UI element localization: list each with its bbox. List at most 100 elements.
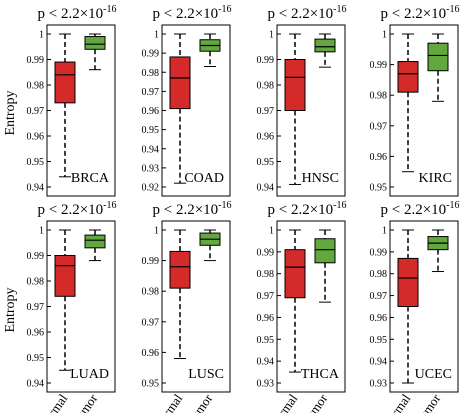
y-tick-label: 0.96 [370,313,388,324]
box-tumor [427,33,449,102]
box-tumor [314,229,336,303]
y-tick-label: 0.98 [370,269,388,280]
box-iqr [84,36,106,50]
y-tick-label: 0.98 [142,287,160,298]
x-category-label: Normal [150,391,185,413]
panel-coad: p < 2.2×10-16 0.92 0.93 0.94 0.95 0.96 0.97 0.9… [142,4,232,197]
pvalue-exponent: -16 [333,200,346,211]
y-tick-label: 0.98 [257,81,275,92]
pvalue-exponent: -16 [446,4,459,15]
panel-pvalue: p < 2.2×10-16 [380,4,459,22]
panel-brca: p < 2.2×10-16 0.94 0.95 0.96 0.97 0.98 0.99 1 BR… [27,4,117,197]
y-tick-label: 1 [382,30,387,41]
y-tick-label: 0.96 [142,106,160,117]
x-category-label: Tumor [183,391,216,413]
box-iqr [169,250,191,289]
y-axis-label-bottom: Entropy [3,287,18,332]
y-tick-label: 0.94 [142,144,160,155]
y-tick-label: 0.96 [370,152,388,163]
y-tick-label: 0.96 [142,348,160,359]
y-tick-label: 0.97 [142,317,160,328]
y-tick-label: 0.92 [142,183,160,194]
box-iqr [397,257,419,307]
box-iqr [427,42,449,72]
y-tick-label: 0.99 [257,55,275,66]
y-tick-label: 0.99 [142,49,160,60]
x-category-label: Tumor [298,391,331,413]
y-tick-label: 0.94 [257,183,275,194]
box-iqr [169,56,191,110]
y-tick-label: 0.96 [257,132,275,143]
panel-frame [161,220,231,393]
box-normal [54,229,76,371]
y-tick-label: 0.98 [27,81,45,92]
panel-label: THCA [301,367,340,382]
x-category-label: Normal [378,391,413,413]
y-axis-label-top: Entropy [3,90,18,135]
box-normal [397,33,419,173]
y-tick-label: 0.99 [370,60,388,71]
y-tick-label: 0.99 [257,247,275,258]
y-tick-label: 0.95 [370,183,388,194]
pvalue-exponent: -16 [446,200,459,211]
panel-pvalue: p < 2.2×10-16 [380,200,459,218]
panel-pvalue: p < 2.2×10-16 [152,200,231,218]
y-tick-label: 1 [154,226,159,237]
y-tick-label: 1 [269,30,274,41]
y-tick-label: 0.95 [257,335,275,346]
panel-pvalue: p < 2.2×10-16 [267,4,346,22]
y-tick-label: 0.97 [257,106,275,117]
panel-frame [276,220,346,393]
panel-label: LUSC [188,367,224,382]
y-tick-label: 0.97 [27,302,45,313]
y-tick-label: 1 [154,30,159,41]
box-normal [284,33,306,185]
y-tick-label: 0.96 [27,132,45,143]
y-tick-label: 0.97 [370,121,388,132]
box-tumor [427,229,449,273]
box-iqr [284,249,306,299]
y-tick-label: 0.95 [257,157,275,168]
box-iqr [284,59,306,111]
y-tick-label: 0.94 [27,379,45,390]
y-tick-label: 0.98 [257,269,275,280]
y-tick-label: 0.99 [27,251,45,262]
box-iqr [314,38,336,53]
y-tick-label: 0.93 [257,379,275,390]
y-tick-label: 0.94 [27,183,45,194]
y-tick-label: 0.97 [27,106,45,117]
y-tick-label: 0.97 [370,291,388,302]
panel-luad: p < 2.2×10-16 0.94 0.95 0.96 0.97 0.98 0.99 1 No… [27,200,117,413]
pvalue-exponent: -16 [103,200,116,211]
y-tick-label: 0.98 [142,68,160,79]
panel-pvalue: p < 2.2×10-16 [37,4,116,22]
y-tick-label: 0.95 [142,125,160,136]
pvalue-exponent: -16 [218,200,231,211]
y-tick-label: 0.93 [370,379,388,390]
y-tick-label: 1 [382,226,387,237]
box-iqr [314,238,336,264]
panel-grid: p < 2.2×10-16 0.94 0.95 0.96 0.97 0.98 0.99 1 BR… [27,4,460,413]
panel-label: KIRC [419,171,452,186]
box-normal [169,33,191,184]
box-normal [284,229,306,373]
y-tick-label: 0.97 [257,291,275,302]
box-tumor [314,33,336,68]
y-tick-label: 0.98 [27,277,45,288]
y-tick-label: 0.96 [27,328,45,339]
box-iqr [54,61,76,104]
panel-pvalue: p < 2.2×10-16 [152,4,231,22]
box-normal [169,229,191,360]
box-iqr [54,255,76,297]
y-tick-label: 0.94 [257,357,275,368]
panel-lusc: p < 2.2×10-16 0.95 0.96 0.97 0.98 0.99 1 Normal… [142,200,232,413]
panel-thca: p < 2.2×10-16 0.93 0.94 0.95 0.96 0.97 0.98 0.9… [257,200,347,413]
box-tumor [84,229,106,262]
y-tick-label: 0.95 [27,157,45,168]
x-category-label: Tumor [68,391,101,413]
y-tick-label: 0.98 [370,91,388,102]
box-tumor [84,33,106,71]
panel-ucec: p < 2.2×10-16 0.93 0.94 0.95 0.96 0.97 0.98 0.9… [370,200,460,413]
panel-pvalue: p < 2.2×10-16 [267,200,346,218]
panel-hnsc: p < 2.2×10-16 0.94 0.95 0.96 0.97 0.98 0.99 1 HN… [257,4,347,197]
